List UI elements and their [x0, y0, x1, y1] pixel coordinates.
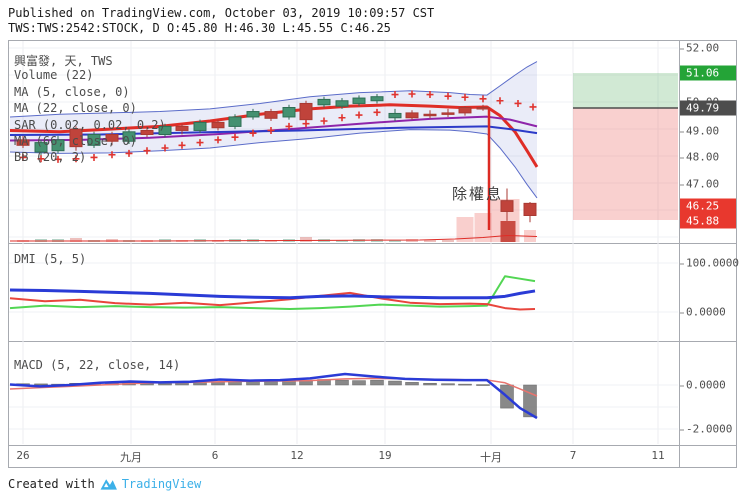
price-tick-label: 0.0000 [680, 378, 726, 392]
candles-layer [16, 94, 537, 223]
price-badge: 49.79 [680, 100, 736, 116]
chart-frame [8, 40, 737, 468]
ex-dividend-annotation: 除權息 [452, 185, 504, 203]
legend-dmi: DMI (5, 5) [14, 252, 87, 266]
price-tick-label: 0.0000 [680, 305, 726, 319]
projection-boxes-layer [573, 73, 678, 220]
footer: Created with TradingView [8, 476, 201, 491]
legend-sar: SAR (0.02, 0.02, 0.2) [14, 118, 166, 132]
price-tick-label: 49.00 [679, 124, 720, 138]
legend-ma5: MA (5, close, 0) [14, 85, 130, 99]
symbol-ohlc-line: TWS:TWS:2542:STOCK, D O:45.80 H:46.30 L:… [8, 21, 391, 35]
sar-layer [19, 90, 537, 163]
created-with-label: Created with [8, 476, 95, 491]
time-tick-label: 九月 [120, 451, 142, 464]
tradingview-brand-link[interactable]: TradingView [121, 476, 202, 491]
legend-ma66: MA (66, close, 0) [14, 134, 137, 148]
price-badge: 51.06 [680, 65, 736, 81]
time-tick-label: 11 [651, 449, 665, 462]
time-tick-label: 26 [16, 449, 30, 462]
panel-separator-macd-timeaxis [8, 445, 737, 446]
tradingview-logo-icon [100, 479, 117, 490]
price-tick-label: 52.00 [679, 41, 720, 55]
legend-ma22: MA (22, close, 0) [14, 101, 137, 115]
legend-macd: MACD (5, 22, close, 14) [14, 358, 181, 372]
panel-separator-dmi-macd [8, 341, 737, 342]
price-tick-label: 48.00 [679, 150, 720, 164]
price-badge: 45.88 [680, 213, 736, 229]
macd-lines-layer [9, 372, 538, 420]
price-tick-label: 100.0000 [680, 256, 739, 270]
dmi-layer [9, 275, 536, 311]
time-tick-label: 7 [569, 449, 577, 462]
time-tick-label: 十月 [480, 451, 502, 464]
legend-volume: Volume (22) [14, 68, 94, 82]
price-axis-separator [679, 40, 680, 468]
price-tick-label: 47.00 [679, 177, 720, 191]
published-line: Published on TradingView.com, October 03… [8, 6, 435, 20]
price-badge: 46.25 [680, 198, 736, 214]
time-tick-label: 6 [211, 449, 219, 462]
legend-bb: BB (20, 2) [14, 150, 87, 164]
time-tick-label: 19 [378, 449, 392, 462]
volume-layer [10, 199, 538, 242]
legend-symbol: 興富發, 天, TWS [14, 54, 113, 68]
price-tick-label: -2.0000 [679, 422, 733, 436]
time-tick-label: 12 [290, 449, 304, 462]
grid-layer [9, 41, 678, 444]
panel-separator-main-dmi [8, 243, 737, 244]
